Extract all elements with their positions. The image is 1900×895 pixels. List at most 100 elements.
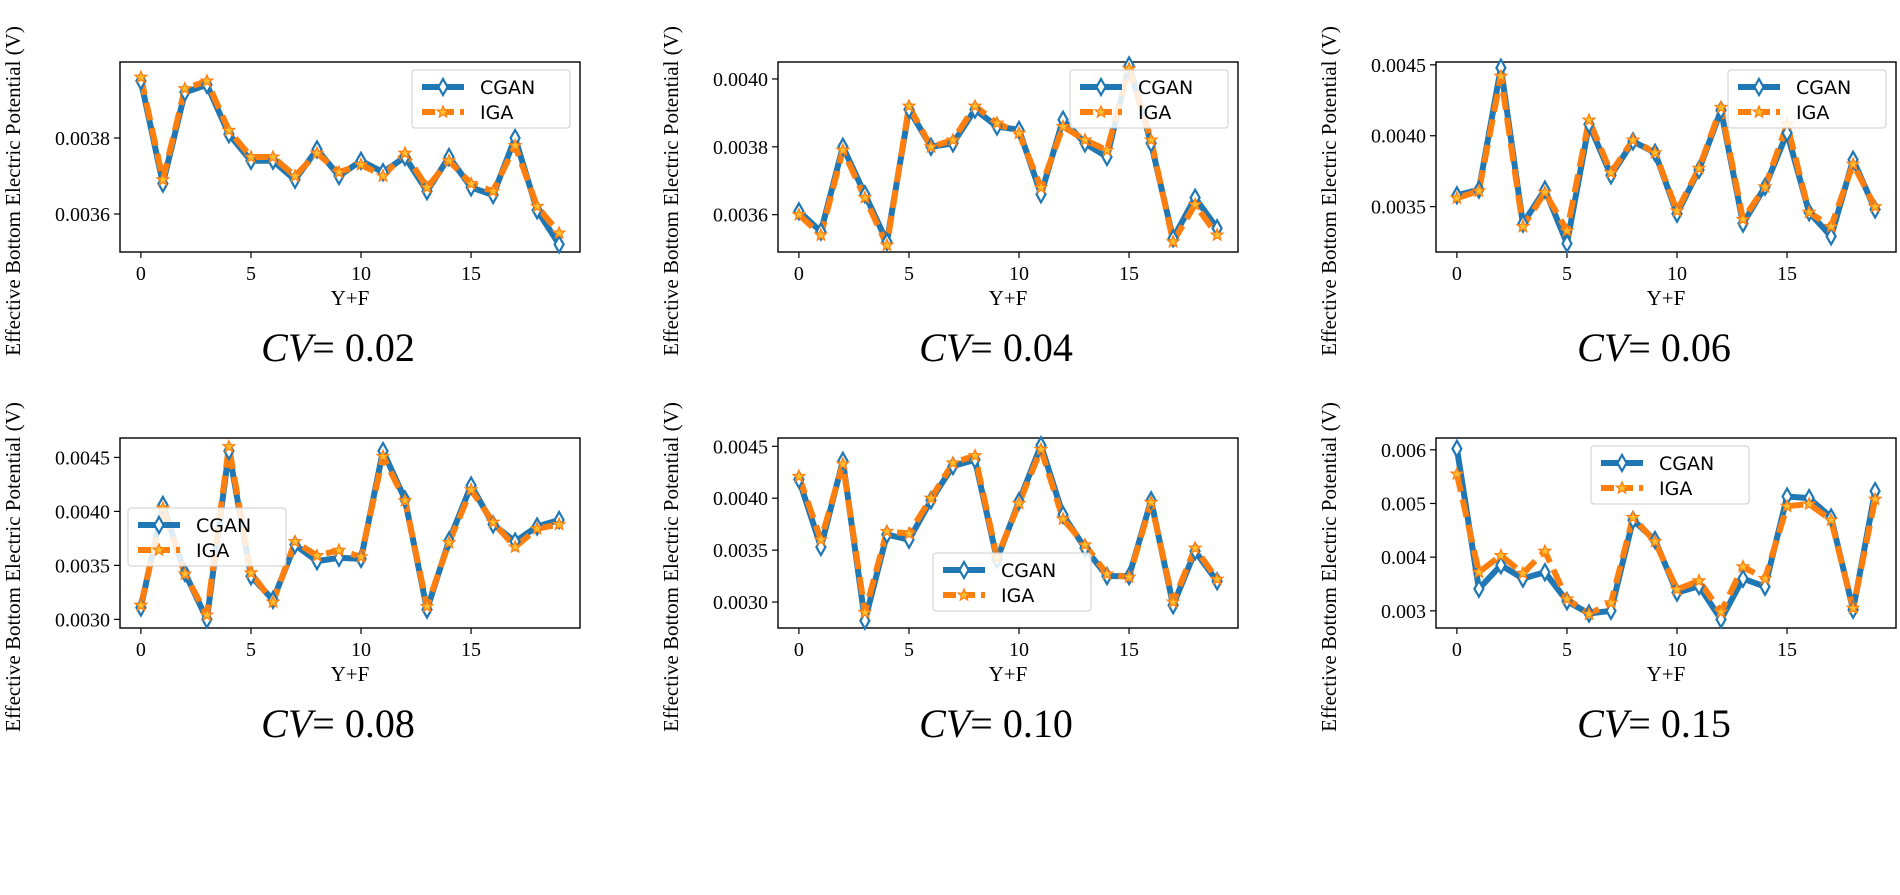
x-tick-label: 5 — [1562, 263, 1572, 285]
x-tick-label: 0 — [1452, 639, 1462, 661]
series-group — [137, 443, 560, 623]
x-axis-label: Y+F — [331, 662, 370, 686]
y-tick-label: 0.0038 — [55, 128, 110, 150]
panel-caption: CV= 0.15 — [1577, 701, 1731, 746]
plot-frame — [777, 437, 1239, 629]
y-tick-label: 0.0045 — [55, 447, 110, 469]
y-tick-label: 0.0035 — [1371, 197, 1426, 219]
x-tick-label: 5 — [246, 263, 256, 285]
legend: CGAN IGA — [932, 552, 1092, 612]
y-tick-label: 0.0040 — [1371, 126, 1426, 148]
x-tick-label: 10 — [1667, 263, 1687, 285]
x-tick-label: 5 — [1562, 639, 1572, 661]
y-tick-label: 0.0035 — [713, 540, 768, 562]
x-tick-label: 5 — [246, 639, 256, 661]
panel-caption: CV= 0.04 — [919, 325, 1073, 370]
y-tick-label: 0.0038 — [713, 137, 768, 159]
legend: CGAN IGA — [1590, 445, 1750, 505]
plot-frame — [777, 61, 1239, 253]
caption-variable: CV — [919, 325, 975, 370]
legend: CGAN IGA — [1727, 69, 1887, 129]
caption-variable: CV — [261, 325, 317, 370]
iga-series-line — [137, 443, 560, 618]
caption-value: = 0.08 — [312, 701, 415, 746]
y-tick-label: 0.0040 — [713, 488, 768, 510]
caption-value: = 0.06 — [1628, 325, 1731, 370]
legend-label-iga: IGA — [1796, 102, 1829, 124]
legend-label-cgan: CGAN — [1659, 453, 1714, 475]
x-tick-label: 0 — [794, 639, 804, 661]
y-axis-label: Effective Bottom Electric Potential (V) — [1, 26, 25, 356]
y-axis-label: Effective Bottom Electric Potential (V) — [1, 402, 25, 732]
legend-label-cgan: CGAN — [196, 515, 251, 537]
legend: CGAN IGA — [411, 69, 571, 129]
caption-value: = 0.04 — [970, 325, 1073, 370]
caption-variable: CV — [261, 701, 317, 746]
legend-label-cgan: CGAN — [1001, 560, 1056, 582]
chart-panel-1: 0 5 10 15 0.0036 0.0038 Y+F Effective Bottom El… — [1, 26, 581, 370]
y-tick-label: 0.006 — [1381, 440, 1426, 462]
chart-panel-2: 0 5 10 15 0.0036 0.0038 0.0040 Y+F Effective Bot… — [659, 26, 1239, 370]
y-axis-label: Effective Bottom Electric Potential (V) — [659, 26, 683, 356]
x-tick-label: 10 — [351, 263, 371, 285]
legend-label-iga: IGA — [196, 540, 229, 562]
x-axis-label: Y+F — [989, 286, 1028, 310]
chart-panel-4: 0 5 10 15 0.0030 0.0035 0.0040 0.0045 Y+F Effecti… — [1, 402, 581, 746]
y-tick-label: 0.0045 — [713, 436, 768, 458]
legend-label-cgan: CGAN — [1796, 77, 1851, 99]
plot-frame — [119, 437, 581, 629]
legend: CGAN IGA — [127, 507, 287, 567]
y-tick-label: 0.0035 — [55, 555, 110, 577]
chart-panel-3: 0 5 10 15 0.0035 0.0040 0.0045 Y+F Effective Bot… — [1317, 26, 1897, 370]
y-tick-label: 0.0040 — [55, 501, 110, 523]
x-tick-label: 15 — [461, 639, 481, 661]
legend-label-iga: IGA — [1138, 102, 1171, 124]
y-axis-label: Effective Bottom Electric Potential (V) — [1317, 402, 1341, 732]
legend-label-iga: IGA — [480, 102, 513, 124]
x-tick-label: 10 — [351, 639, 371, 661]
plot-frame — [1435, 437, 1897, 629]
x-tick-label: 15 — [1777, 639, 1797, 661]
y-tick-label: 0.0030 — [713, 592, 768, 614]
x-tick-label: 10 — [1009, 639, 1029, 661]
x-axis-label: Y+F — [331, 286, 370, 310]
legend: CGAN IGA — [1069, 69, 1229, 129]
x-tick-label: 0 — [136, 263, 146, 285]
panel-caption: CV= 0.06 — [1577, 325, 1731, 370]
caption-variable: CV — [1577, 701, 1633, 746]
legend-label-cgan: CGAN — [480, 77, 535, 99]
plot-frame — [1435, 61, 1897, 253]
y-tick-label: 0.0045 — [1371, 55, 1426, 77]
y-axis-label: Effective Bottom Electric Potential (V) — [1317, 26, 1341, 356]
caption-variable: CV — [1577, 325, 1633, 370]
caption-value: = 0.02 — [312, 325, 415, 370]
legend-label-iga: IGA — [1001, 585, 1034, 607]
x-tick-label: 5 — [904, 263, 914, 285]
y-tick-label: 0.005 — [1381, 493, 1426, 515]
y-tick-label: 0.004 — [1381, 547, 1426, 569]
chart-panel-5: 0 5 10 15 0.0030 0.0035 0.0040 0.0045 Y+F Effecti… — [659, 402, 1239, 746]
x-tick-label: 0 — [136, 639, 146, 661]
x-tick-label: 0 — [1452, 263, 1462, 285]
x-axis-label: Y+F — [1647, 662, 1686, 686]
chart-panel-6: 0 5 10 15 0.003 0.004 0.005 0.006 Y+F Effective B… — [1317, 402, 1897, 746]
y-tick-label: 0.0040 — [713, 69, 768, 91]
iga-series-line — [796, 446, 1220, 616]
legend-label-cgan: CGAN — [1138, 77, 1193, 99]
x-tick-label: 10 — [1009, 263, 1029, 285]
x-axis-label: Y+F — [989, 662, 1028, 686]
caption-value: = 0.15 — [1628, 701, 1731, 746]
y-axis-label: Effective Bottom Electric Potential (V) — [659, 402, 683, 732]
x-tick-label: 5 — [904, 639, 914, 661]
x-tick-label: 15 — [1777, 263, 1797, 285]
y-tick-label: 0.0030 — [55, 609, 110, 631]
x-axis-label: Y+F — [1647, 286, 1686, 310]
plot-frame — [119, 61, 581, 253]
panel-caption: CV= 0.08 — [261, 701, 415, 746]
x-tick-label: 10 — [1667, 639, 1687, 661]
caption-variable: CV — [919, 701, 975, 746]
x-tick-label: 15 — [1119, 639, 1139, 661]
y-tick-label: 0.0036 — [55, 204, 110, 226]
caption-value: = 0.10 — [970, 701, 1073, 746]
